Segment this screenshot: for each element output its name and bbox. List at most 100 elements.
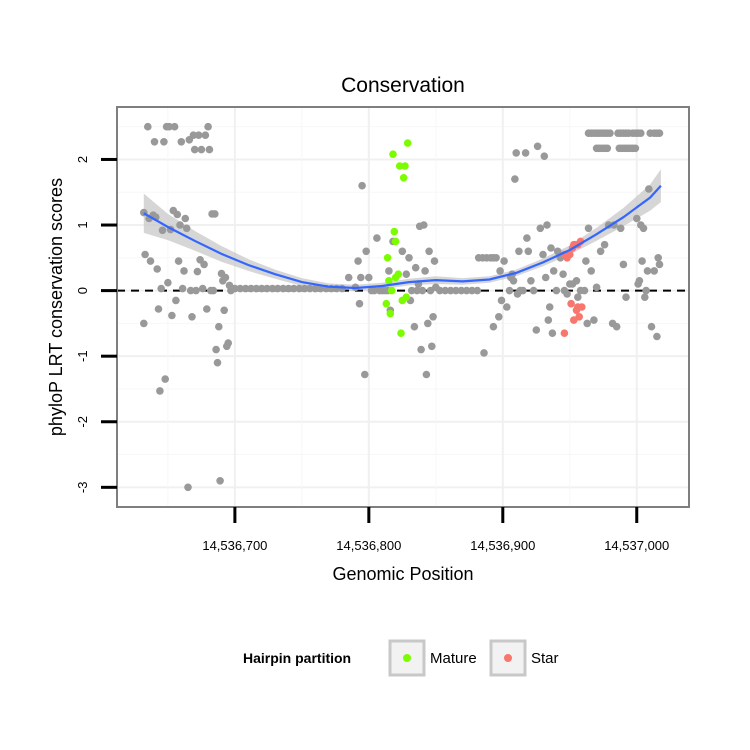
y-tick-label: 1 [75,221,90,228]
data-point-mature [403,139,412,147]
smooth-line-path [143,184,662,290]
data-point-other [563,290,571,298]
data-point-other [178,284,187,293]
data-point-other [205,145,214,154]
data-point-other [515,247,523,256]
data-point-other [170,122,179,131]
y-axis: -3 -2 -1 0 1 2 [75,156,117,493]
x-tick-label: 14,536,800 [336,538,401,553]
data-point-other [424,319,432,328]
data-point-other [457,286,466,295]
data-point-other [527,277,535,285]
data-point-other [641,293,649,302]
data-point-other [580,286,589,295]
data-point-other [354,257,362,265]
data-point-other [418,286,427,295]
data-point-other [512,149,520,157]
data-point-other [221,273,230,282]
data-point-other [252,284,261,293]
data-point-other [181,214,190,223]
data-point-other [362,247,371,256]
data-point-star [575,313,583,321]
data-point-other [421,267,429,275]
data-point-other [211,210,219,218]
data-point-other [452,286,460,295]
data-point-other [436,286,444,295]
data-point-other [165,122,173,131]
data-point-other [273,284,282,293]
data-point-other [355,299,364,308]
data-point-other [295,284,304,293]
data-point-other [410,322,419,331]
data-point-other [306,284,314,293]
data-point-other [193,267,202,276]
data-point-other [655,260,664,269]
data-point-other [150,138,159,146]
data-point-other [521,149,530,157]
chart-title: Conservation [341,74,465,97]
y-tick-label: -1 [75,350,90,362]
data-point-other [405,253,413,262]
data-point-other [365,273,373,282]
data-point-other [311,284,320,293]
data-point-other [402,270,411,279]
data-point-other [539,250,547,259]
data-point-other [639,224,648,233]
data-point-other [643,267,652,275]
legend-label-mature: Mature [430,650,477,667]
data-point-other [654,253,662,262]
data-point-other [156,387,164,395]
data-point-other [197,145,206,154]
data-point-other [203,305,211,313]
data-point-other [655,129,664,137]
data-point-mature [382,299,391,308]
data-point-other [523,234,531,242]
data-point-other [606,129,614,137]
data-point-other [344,273,353,282]
data-point-other [548,329,557,338]
data-point-other [358,181,366,190]
data-point-other [590,316,598,324]
data-point-mature [383,253,392,262]
data-point-other [220,306,228,315]
data-point-other [503,303,511,311]
data-point-other [158,226,167,235]
data-point-other [361,370,369,379]
data-point-mature [387,286,396,295]
data-point-other [161,375,169,383]
y-tick-label: -2 [75,416,90,428]
data-point-other [638,257,646,265]
data-point-other [505,286,514,295]
data-point-other [154,305,163,313]
data-point-other [552,286,561,295]
legend-dot-star [504,654,512,662]
data-point-other [622,293,630,302]
data-point-other [441,286,450,295]
data-point-other [184,483,192,492]
data-point-other [619,260,628,269]
data-point-other [559,270,567,279]
x-tick-label: 14,536,700 [202,538,267,553]
data-point-other [215,322,223,331]
data-point-other [489,322,498,331]
data-point-other [582,257,590,265]
data-point-other [420,221,428,229]
grid-lines [117,107,689,507]
data-point-other [549,267,558,275]
data-point-other [189,131,198,139]
data-point-other [411,263,420,272]
data-point-mature [394,270,403,279]
data-point-other [279,284,287,293]
legend: Hairpin partition Mature Star [243,639,559,677]
data-point-other [603,144,612,153]
data-point-other [612,322,621,331]
y-tick-label: 2 [75,156,90,163]
data-point-other [631,144,640,153]
data-point-other [473,286,482,295]
data-point-other [511,175,519,183]
data-point-other [584,224,593,233]
data-point-other [587,267,595,275]
data-point-other [141,250,149,259]
x-tick-label: 14,536,900 [470,538,535,553]
data-point-other [413,286,421,295]
